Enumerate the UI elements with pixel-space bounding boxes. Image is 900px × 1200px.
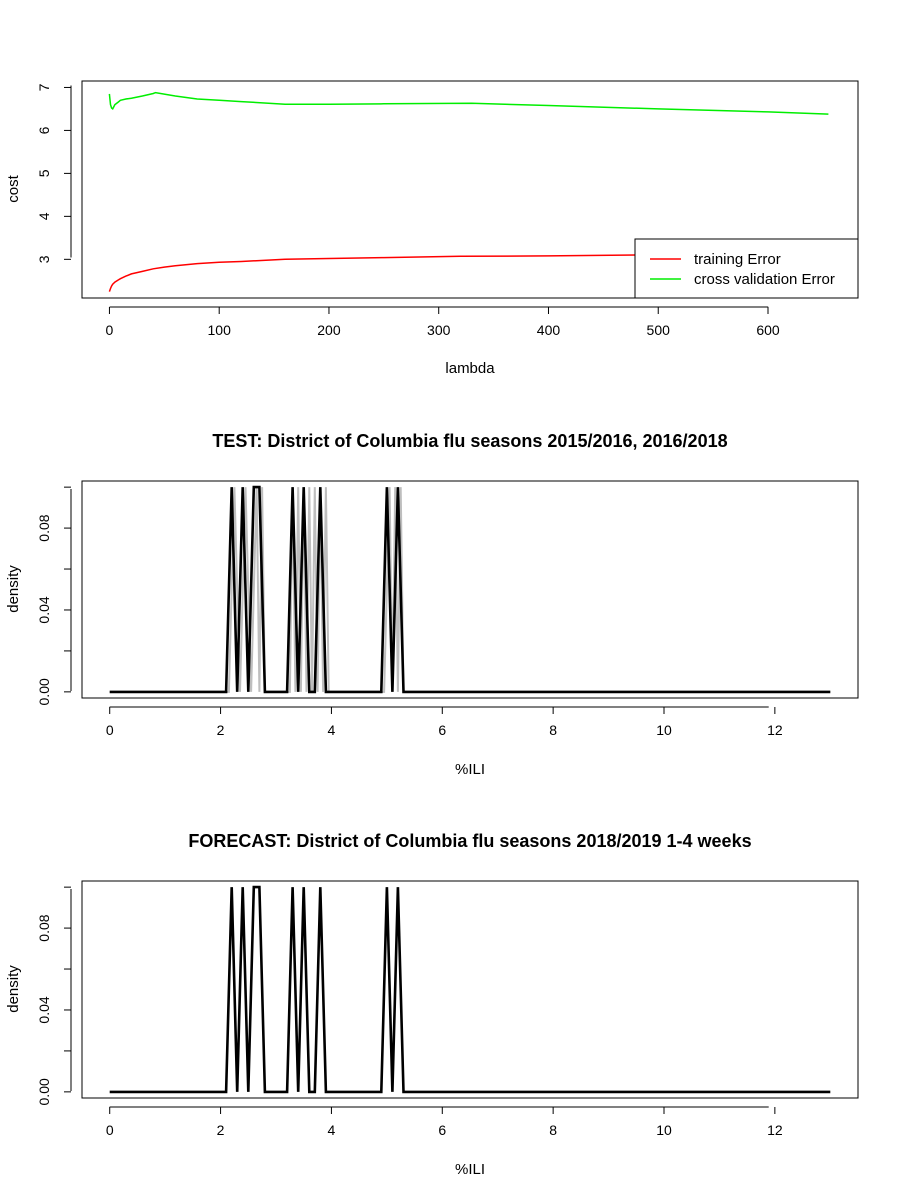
forecast-series-density-1 [109, 885, 831, 1094]
forecast-y-axis-label: density [5, 965, 22, 1013]
test-y-axis: 0.00 0.04 0.08 [36, 486, 72, 705]
cost-x-tick-label: 100 [208, 322, 232, 338]
cost-x-tick-label: 500 [647, 322, 671, 338]
cost-y-tick-label: 7 [36, 83, 52, 91]
test-x-tick-label: 0 [106, 722, 114, 738]
test-series-density-1 [109, 487, 831, 693]
legend-label-training: training Error [694, 251, 781, 268]
legend-box [634, 238, 859, 299]
test-y-tick-label: 0.08 [36, 514, 52, 541]
forecast-panel: FORECAST: District of Columbia flu seaso… [5, 831, 859, 1178]
cost-y-tick-label: 3 [36, 255, 52, 263]
test-series-group [109, 485, 831, 694]
test-x-tick-label: 6 [438, 722, 446, 738]
forecast-x-tick-label: 6 [438, 1122, 446, 1138]
forecast-panel-title: FORECAST: District of Columbia flu seaso… [188, 831, 751, 851]
legend-label-cross-validation: cross validation Error [694, 271, 835, 288]
test-x-tick-label: 12 [767, 722, 783, 738]
cost-x-axis-label: lambda [445, 360, 495, 377]
forecast-x-axis: 0 2 4 6 8 10 12 [106, 1106, 783, 1138]
test-x-axis-label: %ILI [455, 761, 485, 778]
cost-y-tick-label: 5 [36, 169, 52, 177]
test-panel: TEST: District of Columbia flu seasons 2… [5, 431, 859, 778]
cost-x-tick-label: 400 [537, 322, 561, 338]
cost-legend: training Error cross validation Error [634, 238, 859, 299]
cost-y-tick-label: 6 [36, 126, 52, 134]
cost-series-training-error [108, 254, 637, 292]
test-x-axis: 0 2 4 6 8 10 12 [106, 706, 783, 738]
forecast-x-tick-label: 4 [328, 1122, 336, 1138]
test-plot-frame [81, 480, 859, 699]
forecast-y-axis: 0.00 0.04 0.08 [36, 886, 72, 1105]
test-y-axis-label: density [5, 565, 22, 613]
forecast-x-tick-label: 0 [106, 1122, 114, 1138]
test-y-tick-label: 0.00 [36, 678, 52, 705]
forecast-x-axis-label: %ILI [455, 1161, 485, 1178]
forecast-y-tick-label: 0.04 [36, 996, 52, 1023]
forecast-y-tick-label: 0.00 [36, 1078, 52, 1105]
cost-x-tick-label: 0 [106, 322, 114, 338]
forecast-x-tick-label: 8 [549, 1122, 557, 1138]
test-x-tick-label: 8 [549, 722, 557, 738]
cost-x-tick-label: 300 [427, 322, 451, 338]
cost-y-axis-label: cost [5, 174, 22, 202]
cost-x-tick-label: 600 [756, 322, 780, 338]
forecast-y-tick-label: 0.08 [36, 914, 52, 941]
forecast-plot-frame [81, 880, 859, 1099]
forecast-x-tick-label: 12 [767, 1122, 783, 1138]
cost-panel: 0 100 200 300 400 500 600 3 4 5 6 7 lambda cost tr… [5, 80, 859, 377]
test-x-tick-label: 2 [217, 722, 225, 738]
cost-y-axis: 3 4 5 6 7 [36, 83, 72, 263]
cost-plot-frame [81, 80, 859, 299]
cost-series-cross-validation-error [108, 91, 829, 115]
test-panel-title: TEST: District of Columbia flu seasons 2… [212, 431, 727, 451]
test-y-tick-label: 0.04 [36, 596, 52, 623]
cost-series-group [108, 91, 829, 292]
cost-x-tick-label: 200 [317, 322, 341, 338]
forecast-x-tick-label: 2 [217, 1122, 225, 1138]
test-series-density-2 [109, 485, 831, 694]
forecast-x-tick-label: 10 [656, 1122, 672, 1138]
test-x-tick-label: 10 [656, 722, 672, 738]
cost-y-tick-label: 4 [36, 212, 52, 220]
cost-x-axis: 0 100 200 300 400 500 600 [106, 306, 780, 338]
forecast-series-group [109, 885, 831, 1094]
test-x-tick-label: 4 [328, 722, 336, 738]
